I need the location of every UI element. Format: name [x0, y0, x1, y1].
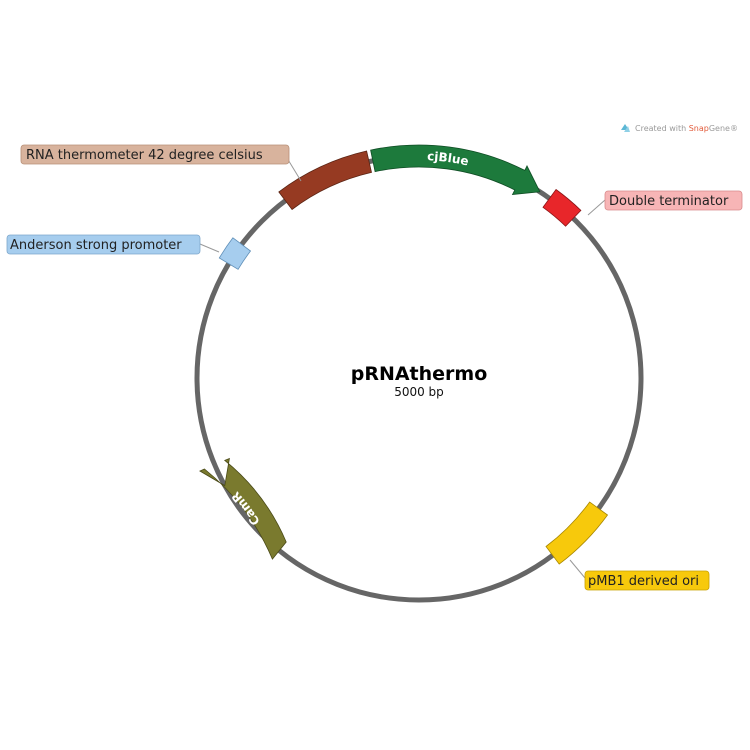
label-pmb1-ori[interactable]: pMB1 derived ori	[584, 570, 710, 591]
cjblue-text-path: cjBlue	[427, 149, 470, 168]
label-anderson-promoter[interactable]: Anderson strong promoter	[6, 234, 201, 255]
feature-rna-thermometer[interactable]	[278, 150, 372, 211]
label-double-terminator[interactable]: Double terminator	[604, 190, 743, 211]
feature-double-terminator[interactable]	[542, 188, 582, 227]
snapgene-credit: Created with SnapGene®	[621, 124, 738, 133]
label-double-terminator-text: Double terminator	[609, 194, 729, 209]
label-rna-thermometer-bg	[20, 144, 290, 165]
label-rna-thermometer-text: RNA thermometer 42 degree celsius	[26, 148, 263, 163]
snapgene-logo-icon	[621, 124, 630, 132]
label-pmb1-ori-bg	[584, 570, 710, 591]
cjblue-feature-label: cjBlue	[427, 149, 470, 168]
leader-anderson-promoter	[199, 243, 220, 253]
label-rna-thermometer[interactable]: RNA thermometer 42 degree celsius	[20, 144, 290, 165]
plasmid-size: 5000 bp	[394, 385, 444, 399]
feature-pmb1-ori[interactable]	[545, 501, 609, 565]
label-anderson-promoter-text: Anderson strong promoter	[10, 238, 182, 253]
credit-mark: ®	[730, 124, 738, 133]
label-pmb1-ori-text: pMB1 derived ori	[588, 574, 699, 589]
credit-prefix: Created with	[635, 124, 689, 133]
credit-brand-gene: Gene	[709, 124, 730, 133]
plasmid-name: pRNAthermo	[351, 363, 488, 385]
feature-cjblue[interactable]	[370, 144, 541, 195]
credit-text: Created with SnapGene®	[635, 124, 738, 133]
feature-camr[interactable]	[199, 457, 287, 560]
label-anderson-promoter-bg	[6, 234, 201, 255]
label-double-terminator-bg	[604, 190, 743, 211]
leader-pmb1-ori	[569, 559, 586, 579]
credit-brand-snap: Snap	[689, 124, 709, 133]
feature-anderson-promoter[interactable]	[218, 237, 252, 270]
leader-double-terminator	[587, 199, 606, 216]
